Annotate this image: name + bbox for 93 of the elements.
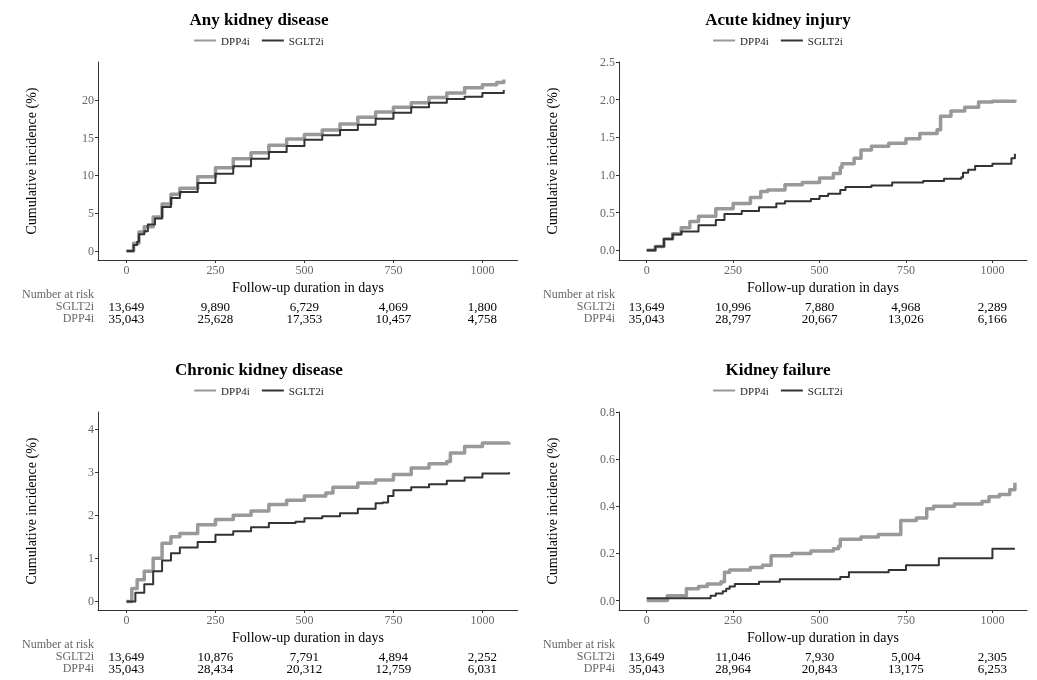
text: 10,996 [715, 298, 752, 314]
text: DPP4i [62, 311, 95, 325]
text: 11,046 [715, 648, 752, 664]
text: 7,791 [289, 648, 320, 664]
legend-label: SGLT2i [288, 384, 324, 397]
text: 5,004 [891, 648, 922, 664]
x-tick-label: 750 [384, 263, 403, 277]
y-tick-label: 1.0 [600, 167, 615, 182]
y-tick-label: 2.5 [600, 55, 615, 69]
x-tick-label: 750 [896, 613, 915, 627]
text: 13,649 [108, 298, 145, 314]
text: Number at risk [543, 287, 615, 301]
x-tick-label: 0 [643, 263, 650, 277]
legend-label: SGLT2i [807, 34, 843, 47]
y-tick-label: 0 [88, 594, 94, 609]
legend-label: DPP4i [221, 34, 250, 47]
chart-title: Any kidney disease [189, 10, 329, 29]
x-tick-label: 1000 [980, 613, 1005, 627]
x-tick-label: 250 [206, 613, 225, 627]
x-axis-title: Follow-up duration in days [746, 630, 900, 646]
text: Number at risk [22, 287, 94, 301]
y-tick-label: 0.5 [600, 205, 615, 220]
y-tick-label: 15 [82, 130, 94, 145]
x-tick-label: 500 [295, 263, 314, 277]
x-tick-label: 250 [724, 263, 743, 277]
x-tick-label: 500 [295, 613, 314, 627]
legend-label: DPP4i [740, 384, 769, 397]
text: 9,890 [200, 298, 231, 314]
y-tick-label: 2.0 [600, 92, 615, 107]
y-tick-label: 3 [88, 465, 94, 480]
x-tick-label: 750 [896, 263, 915, 277]
text: 4,894 [378, 648, 409, 664]
chart-title: Chronic kidney disease [175, 360, 344, 379]
y-axis-title: Cumulative incidence (%) [544, 87, 561, 235]
text: 7,880 [804, 298, 835, 314]
y-tick-label: 4 [88, 422, 94, 437]
text: DPP4i [583, 311, 616, 325]
chart-title: Acute kidney injury [705, 10, 852, 29]
x-tick-label: 1000 [470, 263, 495, 277]
y-tick-label: 20 [82, 92, 94, 107]
y-tick-label: 0.6 [600, 452, 615, 467]
x-tick-label: 0 [123, 263, 130, 277]
x-tick-label: 1000 [470, 613, 495, 627]
y-tick-label: 1 [88, 551, 94, 566]
text: SGLT2i [576, 299, 616, 313]
text: 7,930 [804, 648, 835, 664]
text: DPP4i [583, 661, 616, 675]
text: 2,252 [467, 648, 498, 664]
y-tick-label: 1.5 [600, 130, 615, 145]
text: 13,649 [628, 298, 665, 314]
y-tick-label: 0.2 [600, 546, 615, 561]
text: SGLT2i [55, 299, 95, 313]
legend-label: DPP4i [740, 34, 769, 47]
y-tick-label: 10 [82, 168, 94, 183]
x-tick-label: 0 [123, 613, 130, 627]
x-tick-label: 1000 [980, 263, 1005, 277]
text: 2,289 [977, 298, 1008, 314]
text: 2,305 [977, 648, 1008, 664]
y-tick-label: 2 [88, 508, 94, 523]
text: 4,069 [378, 298, 409, 314]
text: 10,876 [197, 648, 234, 664]
legend-label: SGLT2i [288, 34, 324, 47]
y-tick-label: 0.8 [600, 405, 615, 419]
text: Number at risk [22, 637, 94, 651]
x-tick-label: 750 [384, 613, 403, 627]
text: 1,800 [467, 298, 498, 314]
x-axis-title: Follow-up duration in days [231, 280, 385, 296]
text: SGLT2i [55, 649, 95, 663]
x-tick-label: 250 [206, 263, 225, 277]
text: Number at risk [543, 637, 615, 651]
y-tick-label: 0.0 [600, 243, 615, 258]
text: 6,729 [289, 298, 320, 314]
chart-title: Kidney failure [725, 360, 831, 379]
text: DPP4i [62, 661, 95, 675]
y-axis-title: Cumulative incidence (%) [23, 87, 40, 235]
y-tick-label: 0.0 [600, 593, 615, 608]
text: SGLT2i [576, 649, 616, 663]
legend-label: SGLT2i [807, 384, 843, 397]
x-tick-label: 0 [643, 613, 650, 627]
x-axis-title: Follow-up duration in days [746, 280, 900, 296]
text: 13,649 [628, 648, 665, 664]
text: 13,649 [108, 648, 145, 664]
y-tick-label: 0.4 [600, 499, 615, 514]
text: 4,968 [891, 298, 921, 314]
x-tick-label: 500 [810, 263, 829, 277]
y-tick-label: 5 [88, 206, 94, 221]
y-tick-label: 0 [88, 243, 94, 258]
y-axis-title: Cumulative incidence (%) [23, 437, 40, 585]
y-axis-title: Cumulative incidence (%) [544, 437, 561, 585]
x-axis-title: Follow-up duration in days [231, 630, 385, 646]
x-tick-label: 250 [724, 613, 743, 627]
x-tick-label: 500 [810, 613, 829, 627]
legend-label: DPP4i [221, 384, 250, 397]
